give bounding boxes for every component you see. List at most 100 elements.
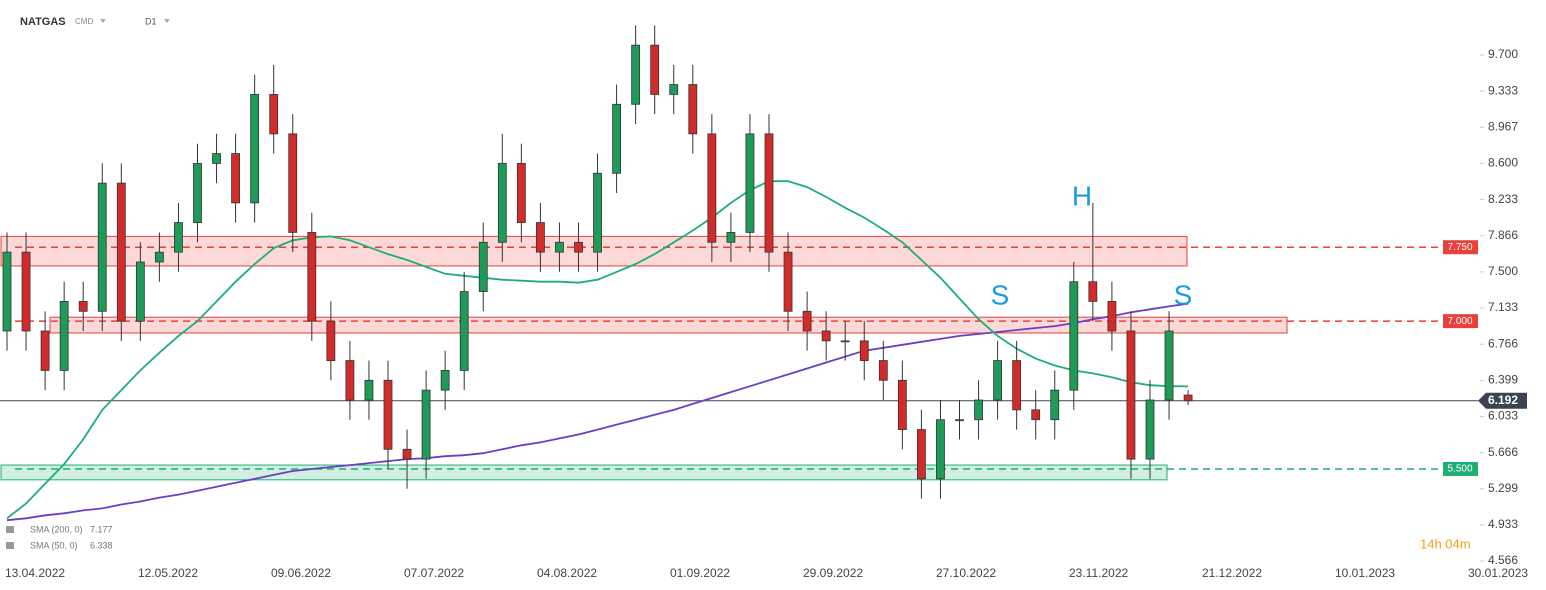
candle-body <box>783 251 793 312</box>
x-tick-label: 07.07.2022 <box>404 566 464 580</box>
current-price-box <box>1478 392 1527 409</box>
y-tick-label: 7.133 <box>1488 300 1518 314</box>
y-tick-label: 7.500 <box>1488 264 1518 278</box>
candle-body <box>135 261 145 322</box>
y-tick-label: 5.666 <box>1488 445 1518 459</box>
level-label-box <box>1443 240 1478 255</box>
candle-body <box>1126 330 1136 460</box>
y-tick-label: 6.033 <box>1488 409 1518 423</box>
level-label: 7.000 <box>1447 316 1472 327</box>
instrument[interactable]: NATGAS <box>20 16 66 28</box>
y-tick-label: 8.600 <box>1488 156 1518 170</box>
candle-body <box>993 360 1002 401</box>
candle-body <box>1107 301 1117 332</box>
level-label: 5.500 <box>1447 464 1472 475</box>
level-label-box <box>1443 461 1478 476</box>
candle-body <box>688 84 698 135</box>
x-tick-label: 27.10.2022 <box>936 566 996 580</box>
candle-body <box>97 182 107 312</box>
zone <box>0 464 1168 481</box>
dropdown-arrow[interactable] <box>164 19 170 23</box>
x-tick-label: 04.08.2022 <box>537 566 597 580</box>
interval[interactable]: D1 <box>145 16 157 26</box>
legend-value: 7.177 <box>90 524 113 534</box>
candle-body <box>897 379 907 430</box>
candle-body <box>802 310 812 332</box>
candle-body <box>859 340 869 361</box>
candle-body <box>840 340 850 343</box>
candle-body <box>917 429 926 480</box>
candle-body <box>231 153 241 204</box>
candle-body <box>974 399 983 421</box>
x-tick-label: 13.04.2022 <box>5 566 65 580</box>
candle-body <box>402 448 412 460</box>
y-tick-label: 6.399 <box>1488 373 1518 387</box>
candle-body <box>154 251 164 263</box>
pattern-label: H <box>1072 180 1092 211</box>
candle-body <box>364 379 374 401</box>
candle-body <box>593 172 602 253</box>
candle-body <box>459 291 469 371</box>
candle-body <box>326 320 336 361</box>
candle-body <box>1031 409 1041 421</box>
candle-body <box>1145 399 1155 460</box>
candle-body <box>726 232 736 243</box>
legend-value: 6.338 <box>90 540 113 550</box>
candle-body <box>669 84 679 95</box>
x-tick-label: 23.11.2022 <box>1069 566 1128 580</box>
candle-body <box>745 133 755 233</box>
pattern-label: S <box>991 279 1010 310</box>
pattern-label: S <box>1174 279 1193 310</box>
candle-body <box>345 360 355 401</box>
y-tick-label: 4.933 <box>1488 517 1518 531</box>
legend-name: SMA (200, 0) <box>30 524 83 534</box>
candle-body <box>307 232 317 322</box>
candle-body <box>1183 394 1193 402</box>
x-tick-label: 01.09.2022 <box>670 566 730 580</box>
y-tick-label: 6.766 <box>1488 336 1518 350</box>
sma-line <box>6 302 1189 522</box>
candle-body <box>40 330 50 371</box>
y-tick-label: 9.333 <box>1488 83 1518 97</box>
level-label-box <box>1443 314 1478 329</box>
candle-body <box>269 94 279 135</box>
candle-body <box>631 44 641 105</box>
y-tick-label: 8.233 <box>1488 192 1518 206</box>
candle-body <box>555 241 564 253</box>
candle-body <box>1050 389 1060 421</box>
level-label: 7.750 <box>1447 242 1472 253</box>
candle-body <box>936 419 945 480</box>
candle-body <box>212 153 221 164</box>
x-tick-label: 09.06.2022 <box>271 566 331 580</box>
instrument-type: CMD <box>75 17 93 26</box>
candle-body <box>650 44 660 95</box>
candle-body <box>116 182 126 322</box>
candle-body <box>478 241 488 292</box>
y-tick-label: 4.566 <box>1488 553 1518 567</box>
legend-name: SMA (50, 0) <box>30 540 78 550</box>
y-tick-label: 7.866 <box>1488 228 1518 242</box>
candle-body <box>707 133 717 243</box>
x-tick-label: 10.01.2023 <box>1335 566 1395 580</box>
y-tick-label: 8.967 <box>1488 119 1518 133</box>
candle-body <box>1012 360 1022 411</box>
countdown: 14h 04m <box>1420 536 1471 551</box>
x-tick-label: 12.05.2022 <box>138 566 198 580</box>
candle-body <box>955 419 964 422</box>
candle-body <box>574 241 583 253</box>
dropdown-arrow[interactable] <box>100 19 106 23</box>
candle-body <box>174 222 183 253</box>
candle-body <box>59 301 69 371</box>
candle-body <box>193 163 202 223</box>
zone <box>49 316 1288 334</box>
sma-line <box>6 180 1189 520</box>
y-tick-label: 9.700 <box>1488 47 1518 61</box>
x-tick-label: 21.12.2022 <box>1202 566 1262 580</box>
candle-body <box>821 330 831 342</box>
candle-body <box>1069 281 1079 391</box>
x-tick-label: 30.01.2023 <box>1468 566 1528 580</box>
candle-body <box>536 222 545 253</box>
candle-body <box>250 94 260 204</box>
